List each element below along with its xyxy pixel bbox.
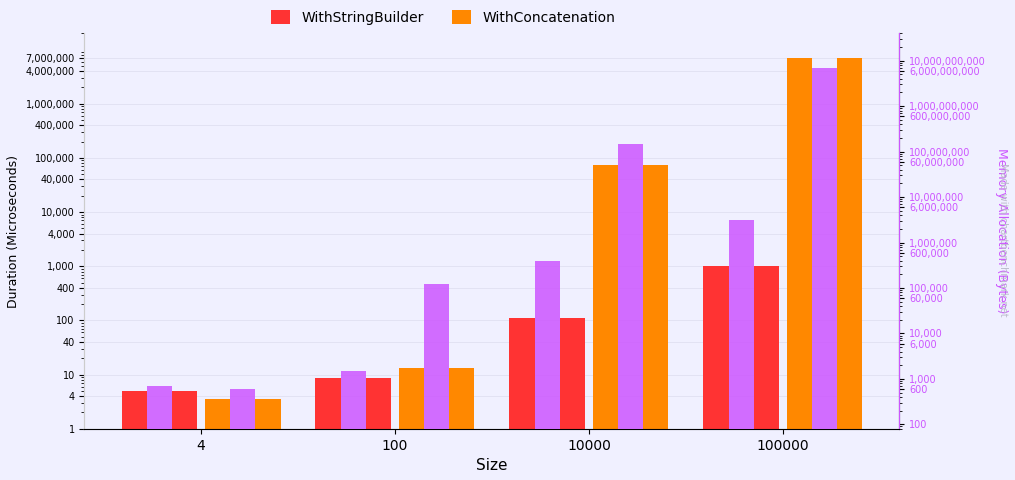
Text: Made with chartbenchmark.net: Made with chartbenchmark.net bbox=[998, 163, 1008, 317]
Bar bbox=[510, 318, 535, 480]
Bar bbox=[787, 58, 812, 480]
Y-axis label: Duration (Microseconds): Duration (Microseconds) bbox=[7, 155, 20, 308]
Bar bbox=[399, 369, 424, 480]
Bar bbox=[535, 261, 560, 480]
Bar bbox=[365, 378, 391, 480]
Bar bbox=[341, 371, 365, 480]
Legend: WithStringBuilder, WithConcatenation: WithStringBuilder, WithConcatenation bbox=[265, 5, 620, 31]
Bar bbox=[618, 144, 644, 480]
Bar bbox=[644, 165, 669, 480]
Bar bbox=[172, 391, 197, 480]
Bar bbox=[256, 399, 280, 480]
Bar bbox=[450, 369, 474, 480]
Bar bbox=[593, 165, 618, 480]
Bar bbox=[122, 391, 147, 480]
Y-axis label: Memory Allocation (Bytes): Memory Allocation (Bytes) bbox=[995, 148, 1008, 314]
Bar bbox=[703, 266, 729, 480]
Bar bbox=[316, 378, 341, 480]
Bar bbox=[837, 58, 863, 480]
X-axis label: Size: Size bbox=[476, 458, 508, 473]
Bar bbox=[424, 284, 450, 480]
Bar bbox=[147, 386, 172, 480]
Bar bbox=[205, 399, 230, 480]
Bar bbox=[754, 266, 779, 480]
Bar bbox=[230, 389, 256, 480]
Bar bbox=[729, 219, 754, 480]
Bar bbox=[560, 318, 585, 480]
Bar bbox=[812, 68, 837, 480]
